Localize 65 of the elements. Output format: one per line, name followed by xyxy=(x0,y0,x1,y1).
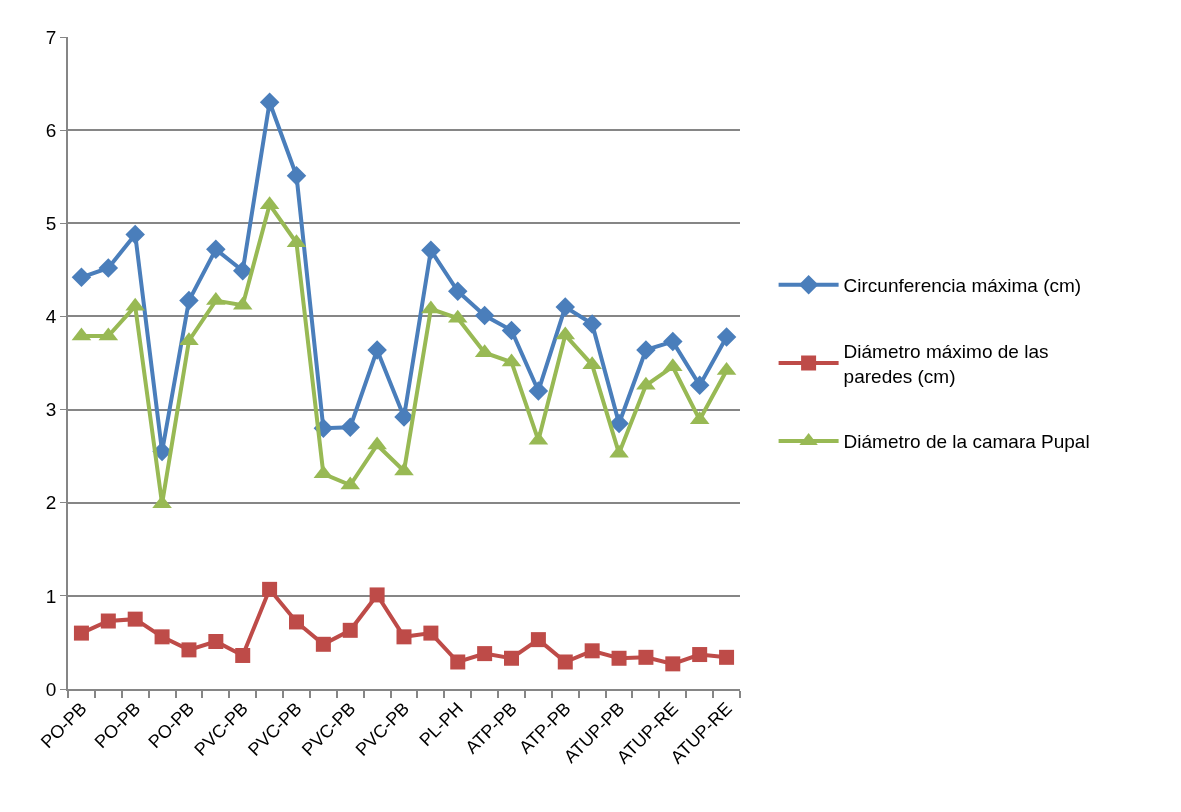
point xyxy=(609,444,629,458)
point xyxy=(582,356,602,370)
point xyxy=(127,611,143,627)
point xyxy=(369,587,385,603)
point xyxy=(342,622,358,638)
point xyxy=(288,614,304,630)
point xyxy=(100,613,116,629)
point xyxy=(98,258,119,278)
point xyxy=(719,649,735,665)
point xyxy=(232,261,253,281)
y-tick-label: 4 xyxy=(45,306,57,328)
point xyxy=(528,381,549,401)
point xyxy=(477,646,493,662)
point xyxy=(450,654,466,670)
point xyxy=(474,305,495,326)
point xyxy=(179,290,199,311)
point xyxy=(636,340,656,360)
point xyxy=(421,240,441,261)
point xyxy=(716,327,737,347)
y-tick-label: 0 xyxy=(45,678,57,700)
point xyxy=(582,314,602,334)
point xyxy=(611,650,627,666)
point xyxy=(367,436,387,450)
point xyxy=(530,632,546,648)
point xyxy=(557,654,573,670)
point xyxy=(394,407,414,427)
point xyxy=(421,300,441,314)
point xyxy=(262,581,278,597)
point xyxy=(286,166,307,186)
point xyxy=(584,643,600,659)
point xyxy=(206,239,226,260)
point xyxy=(208,634,224,649)
point xyxy=(638,649,654,665)
point xyxy=(396,629,412,645)
legend-label: Diámetro de la camara Pupal xyxy=(843,431,1090,453)
y-tick-label: 2 xyxy=(45,492,57,514)
y-tick-label: 1 xyxy=(45,585,57,607)
point xyxy=(315,636,331,652)
legend-label: Diámetro máximo de las paredes (cm) xyxy=(843,340,1049,387)
point xyxy=(609,413,629,434)
point xyxy=(636,376,656,390)
point xyxy=(394,462,414,476)
point xyxy=(501,320,522,341)
point xyxy=(555,297,576,317)
point xyxy=(689,375,710,396)
y-tick-label: 3 xyxy=(45,399,57,421)
point xyxy=(181,642,197,658)
point xyxy=(367,340,387,360)
point xyxy=(663,331,683,352)
y-tick-label: 6 xyxy=(45,119,57,141)
point xyxy=(692,647,708,663)
point xyxy=(71,267,92,288)
point xyxy=(154,629,170,645)
point xyxy=(448,281,468,302)
y-tick-label: 7 xyxy=(45,26,57,48)
legend-label: Circunferencia máxima (cm) xyxy=(843,275,1082,297)
point xyxy=(235,647,251,663)
y-tick-label: 5 xyxy=(45,212,57,234)
point xyxy=(423,625,439,641)
point xyxy=(665,656,681,672)
point xyxy=(504,650,520,666)
point xyxy=(73,625,89,641)
point xyxy=(340,417,360,438)
point xyxy=(259,92,280,112)
point xyxy=(125,224,145,245)
